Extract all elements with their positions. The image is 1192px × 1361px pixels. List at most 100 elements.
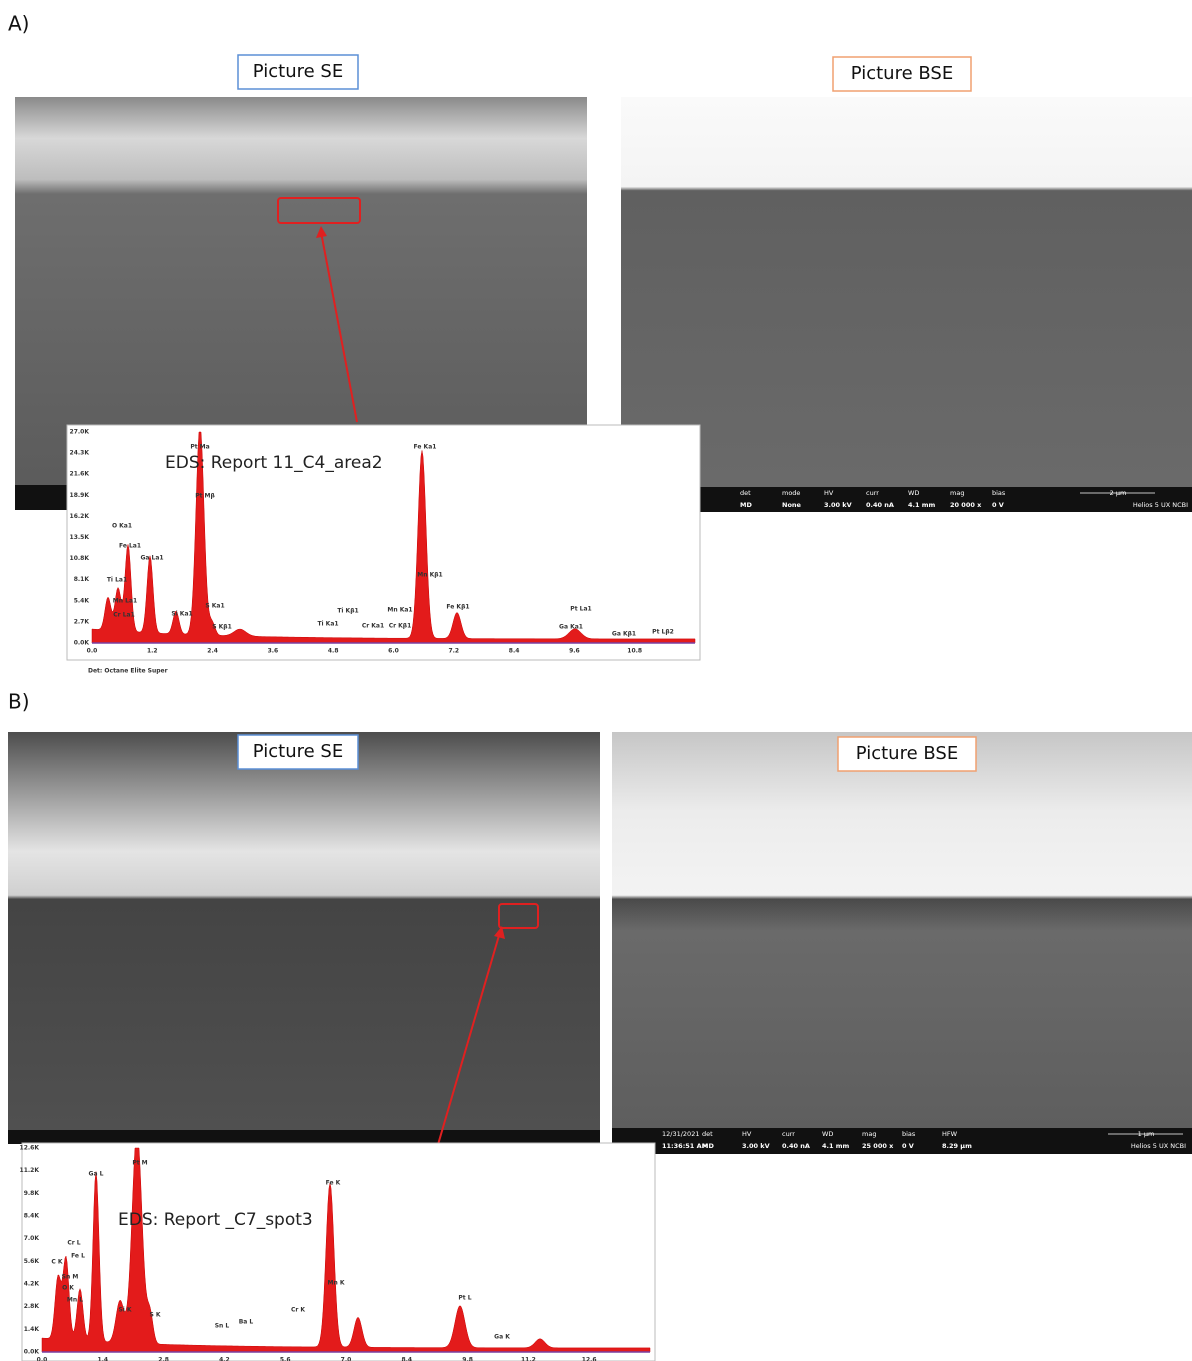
x-tick-label: 8.4: [509, 648, 520, 655]
info-field: det: [702, 1130, 713, 1138]
instrument-label: Helios 5 UX NCBI: [1131, 1142, 1186, 1150]
peak-label: Ga K: [494, 1334, 510, 1341]
x-tick-label: 4.2: [219, 1357, 230, 1361]
y-tick-label: 9.8K: [24, 1190, 40, 1197]
peak-label: Fe K: [326, 1180, 341, 1187]
y-tick-label: 5.6K: [24, 1258, 40, 1265]
info-field: HV: [824, 489, 834, 497]
info-field: HV: [742, 1130, 752, 1138]
info-value: 0 V: [992, 501, 1004, 509]
y-tick-label: 5.4K: [74, 597, 90, 604]
image-title: Picture BSE: [856, 743, 958, 764]
eds-title: EDS: Report 11_C4_area2: [165, 453, 383, 473]
info-bar: [8, 1130, 600, 1144]
peak-label: Mn K: [328, 1280, 345, 1287]
info-field: mag: [950, 489, 964, 497]
peak-label: Cr Kβ1: [389, 623, 412, 630]
y-tick-label: 7.0K: [24, 1235, 40, 1242]
peak-label: O K: [62, 1285, 74, 1292]
info-field: mag: [862, 1130, 876, 1138]
peak-label: Ti Ka1: [317, 621, 338, 628]
peak-label: Cr L: [67, 1240, 80, 1247]
x-tick-label: 10.8: [627, 648, 642, 655]
peak-label: Ga Kβ1: [612, 631, 636, 638]
peak-label: Fe Kβ1: [446, 604, 469, 611]
detector-label: Det: Octane Elite Super: [88, 668, 168, 675]
x-tick-label: 5.6: [280, 1357, 291, 1361]
peak-label: S Ka1: [205, 603, 224, 610]
y-tick-label: 2.8K: [24, 1303, 40, 1310]
peak-label: Mn L: [67, 1297, 83, 1304]
y-tick-label: 12.6K: [20, 1145, 40, 1152]
info-field: mode: [782, 489, 800, 497]
peak-label: Ti Kβ1: [337, 608, 358, 615]
peak-label: Ga La1: [140, 555, 163, 562]
x-tick-label: 0.0: [37, 1357, 48, 1361]
y-tick-label: 16.2K: [70, 513, 90, 520]
panel-label: B): [8, 690, 30, 714]
info-value: 4.1 mm: [908, 501, 936, 509]
peak-label: Mn Kβ1: [417, 572, 442, 579]
x-tick-label: 9.6: [569, 648, 580, 655]
y-tick-label: 1.4K: [24, 1326, 40, 1333]
sem-image: [8, 732, 600, 1130]
y-tick-label: 13.5K: [70, 534, 90, 541]
info-value: 3.00 kV: [824, 501, 852, 509]
info-bar: [621, 487, 1192, 512]
y-tick-label: 10.8K: [70, 555, 90, 562]
y-tick-label: 21.6K: [70, 471, 90, 478]
peak-label: Fe La1: [119, 543, 141, 550]
peak-label: Fe L: [71, 1253, 85, 1260]
info-value: MD: [702, 1142, 714, 1150]
info-field: WD: [908, 489, 919, 497]
y-tick-label: 8.4K: [24, 1213, 40, 1220]
info-field: bias: [992, 489, 1006, 497]
peak-label: Ga Ka1: [559, 624, 583, 631]
peak-label: C K: [51, 1259, 62, 1266]
peak-label: Pt La1: [570, 606, 591, 613]
y-tick-label: 0.0K: [24, 1349, 40, 1356]
peak-label: Si K: [118, 1307, 131, 1314]
sem-image: [621, 97, 1192, 487]
x-tick-label: 9.8: [462, 1357, 473, 1361]
info-value: 0.40 nA: [866, 501, 894, 509]
peak-label: Cr La1: [113, 612, 135, 619]
info-field: bias: [902, 1130, 916, 1138]
peak-label: Sn M: [62, 1274, 79, 1281]
x-tick-label: 3.6: [268, 648, 279, 655]
image-title: Picture BSE: [851, 63, 953, 84]
info-field: curr: [866, 489, 879, 497]
peak-label: S K: [149, 1312, 160, 1319]
x-tick-label: 7.2: [448, 648, 459, 655]
peak-label: Pt M: [132, 1160, 147, 1167]
info-field: det: [740, 489, 751, 497]
info-field: HFW: [942, 1130, 958, 1138]
sem-image: [612, 732, 1192, 1130]
peak-label: Pt Mβ: [195, 493, 215, 500]
info-value: 3.00 kV: [742, 1142, 770, 1150]
x-tick-label: 8.4: [401, 1357, 412, 1361]
y-tick-label: 4.2K: [24, 1281, 40, 1288]
y-tick-label: 27.0K: [70, 429, 90, 436]
y-tick-label: 11.2K: [20, 1167, 40, 1174]
peak-label: Si Ka1: [171, 611, 192, 618]
figure: A) B) Picture SE Picture BSE Picture SE …: [0, 0, 1192, 1361]
x-tick-label: 12.6: [582, 1357, 597, 1361]
y-tick-label: 18.9K: [70, 492, 90, 499]
x-tick-label: 6.0: [388, 648, 399, 655]
info-value: 8.29 µm: [942, 1142, 972, 1150]
peak-label: S Kβ1: [212, 624, 232, 631]
info-value: 25 000 x: [862, 1142, 894, 1150]
panel-label: A): [8, 12, 29, 36]
eds-title: EDS: Report _C7_spot3: [118, 1210, 313, 1230]
x-tick-label: 1.4: [97, 1357, 108, 1361]
info-value: 0 V: [902, 1142, 914, 1150]
peak-label: Pt L: [458, 1295, 471, 1302]
y-tick-label: 24.3K: [70, 450, 90, 457]
peak-label: Pt Lβ2: [652, 629, 674, 636]
peak-label: Pt Ma: [190, 444, 209, 451]
peak-label: Fe Ka1: [414, 444, 437, 451]
y-tick-label: 2.7K: [74, 618, 90, 625]
x-tick-label: 1.2: [147, 648, 158, 655]
instrument-label: Helios 5 UX NCBI: [1133, 501, 1188, 509]
